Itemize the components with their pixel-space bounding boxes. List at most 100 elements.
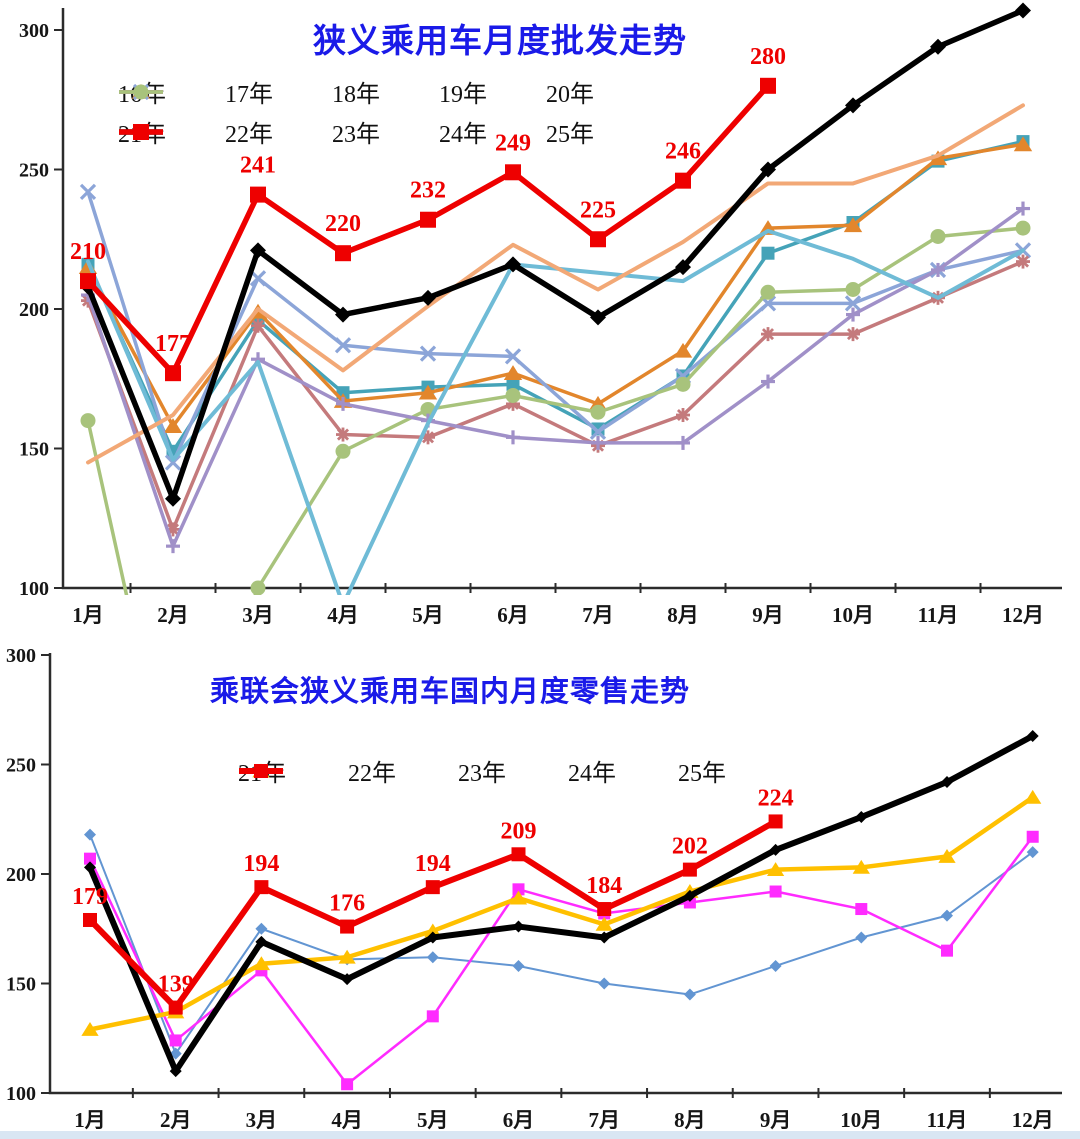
series-marker-24 <box>1026 730 1039 743</box>
series-marker-24 <box>335 306 351 323</box>
series-marker-18 <box>164 454 182 471</box>
wholesale-chart: 100 150 200 250 300 1月 2月 3月 4月 5月 6月 7月 8月 9月 10月 11月 1… <box>19 2 1062 627</box>
series-marker-17 <box>928 150 948 166</box>
legend-label-23: 23年 <box>332 122 380 148</box>
month-label: 4月 <box>327 603 359 627</box>
data-label-25: 225 <box>580 197 616 223</box>
data-label-25: 249 <box>495 130 531 156</box>
retail-chart-title: 乘联会狭义乘用车国内月度零售走势 <box>209 676 690 708</box>
y-axis-label: 150 <box>6 974 36 996</box>
y-axis-label: 150 <box>19 439 49 461</box>
series-marker-25 <box>760 77 776 94</box>
series-marker-16 <box>506 377 520 391</box>
legend-label-25: 25年 <box>546 122 594 148</box>
legend-symbol-20 <box>133 84 149 99</box>
data-label-25: 179 <box>72 884 108 910</box>
data-label-25: 241 <box>240 153 276 179</box>
series-marker-25 <box>80 273 96 290</box>
series-line-22 <box>86 228 1025 595</box>
series-marker-22 <box>341 1078 354 1091</box>
legend-label-25: 25年 <box>678 761 726 787</box>
wholesale-legend-row-1: 16年17年18年19年20年 <box>118 74 653 109</box>
series-marker-18 <box>249 270 267 287</box>
legend-item-24: 24年 <box>239 753 678 788</box>
series-marker-23 <box>595 916 613 931</box>
data-label-25: 177 <box>155 331 191 357</box>
legend-item-18: 18年 <box>119 74 439 109</box>
series-line-23 <box>87 795 1035 1032</box>
series-marker-23 <box>509 890 528 905</box>
y-axis-label: 100 <box>19 578 49 600</box>
legend-label-19: 19年 <box>439 82 487 108</box>
series-marker-23 <box>81 1021 99 1036</box>
series-marker-18 <box>844 295 862 312</box>
series-marker-24 <box>941 776 953 789</box>
legend-item-24: 24年 <box>119 114 546 149</box>
plot-area <box>78 2 1033 595</box>
month-label: 11月 <box>918 603 959 627</box>
y-axis-label: 200 <box>19 299 49 321</box>
series-line-22 <box>88 835 1034 1086</box>
y-axis-label: 200 <box>6 864 36 886</box>
series-marker-24 <box>169 1065 182 1078</box>
series-marker-24 <box>505 256 521 273</box>
legend-marker-25 <box>239 763 283 778</box>
data-label-25: 184 <box>586 873 622 899</box>
month-label: 3月 <box>246 1108 278 1132</box>
series-marker-17 <box>163 418 183 433</box>
series-marker-19 <box>846 328 860 341</box>
data-label-25: 202 <box>672 834 708 860</box>
month-label: 5月 <box>412 603 444 627</box>
legend-label-24: 24年 <box>439 122 487 148</box>
series-marker-20 <box>760 284 776 300</box>
legend-item-20: 20年 <box>119 74 653 109</box>
month-label: 12月 <box>1012 1108 1054 1132</box>
series-marker-25 <box>597 902 612 917</box>
y-axis-label: 300 <box>6 645 36 667</box>
month-label: 11月 <box>927 1108 968 1132</box>
series-marker-25 <box>768 814 783 829</box>
wholesale-legend-row-2: 21年22年23年24年25年 <box>118 114 653 149</box>
series-marker-22 <box>426 1010 439 1023</box>
series-marker-19 <box>336 428 350 441</box>
legend-label-22: 22年 <box>225 122 273 148</box>
month-label: 4月 <box>331 1108 363 1132</box>
series-marker-25 <box>168 1000 183 1015</box>
series-marker-25 <box>250 186 266 203</box>
series-marker-25 <box>165 365 181 382</box>
series-marker-22 <box>84 852 96 865</box>
series-marker-25 <box>340 919 355 934</box>
legend-item-17: 17年 <box>119 74 332 109</box>
series-line-21 <box>86 206 1025 548</box>
month-label: 5月 <box>417 1108 449 1132</box>
data-label-25: 220 <box>325 211 361 237</box>
legend-item-25: 25年 <box>119 114 653 149</box>
series-marker-20 <box>250 580 266 595</box>
series-marker-18 <box>419 345 437 362</box>
legend-label-17: 17年 <box>225 82 273 108</box>
legend-symbol-25 <box>254 763 268 778</box>
month-label: 10月 <box>832 603 874 627</box>
series-marker-24 <box>341 973 354 986</box>
series-marker-19 <box>421 431 435 444</box>
series-marker-19 <box>761 328 775 341</box>
series-marker-22 <box>941 944 953 957</box>
legend-marker-25 <box>119 123 163 140</box>
legend-label-23: 23年 <box>458 761 506 787</box>
series-marker-25 <box>335 245 351 262</box>
series-marker-18 <box>334 337 352 354</box>
month-label: 2月 <box>160 1108 192 1132</box>
month-label: 7月 <box>588 1108 620 1132</box>
y-axis-label: 250 <box>6 755 36 777</box>
series-marker-23 <box>338 949 356 964</box>
series-marker-24 <box>675 259 691 276</box>
legend-item-22: 22年 <box>119 114 332 149</box>
data-label-25: 280 <box>750 44 786 70</box>
data-label-25: 209 <box>501 818 537 844</box>
series-marker-17 <box>503 365 523 380</box>
series-marker-21 <box>84 828 96 841</box>
legend-marker-20 <box>119 84 163 99</box>
series-marker-25 <box>682 862 697 877</box>
series-marker-17 <box>418 384 438 400</box>
series-marker-24 <box>250 242 266 259</box>
